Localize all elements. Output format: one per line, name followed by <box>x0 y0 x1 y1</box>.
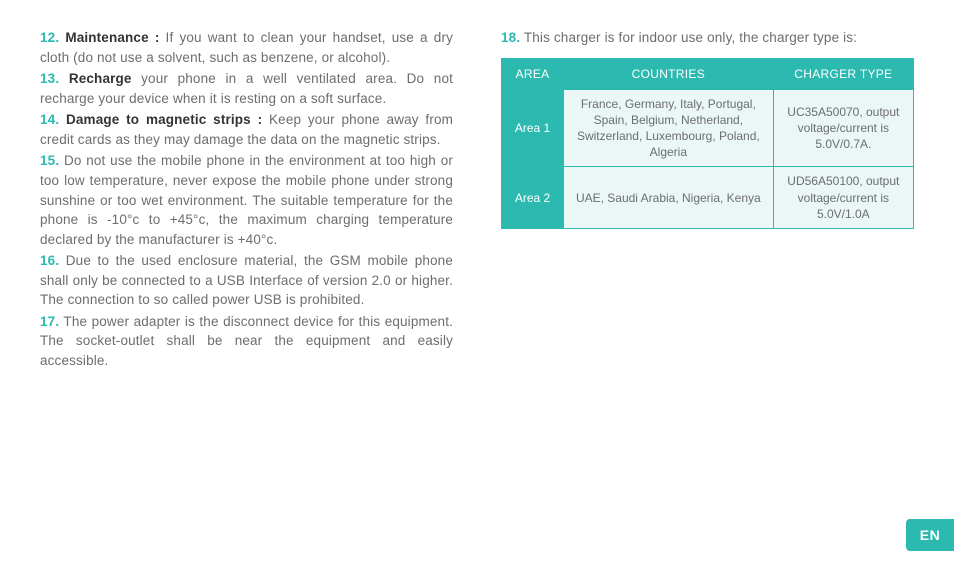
cell-area: Area 2 <box>502 167 564 229</box>
item-lead: Damage to magnetic strips : <box>66 112 262 127</box>
item-text: Due to the used enclosure material, the … <box>40 253 453 307</box>
charger-table: AREA COUNTRIES CHARGER TYPE Area 1 Franc… <box>501 58 914 229</box>
item-14: 14. Damage to magnetic strips : Keep you… <box>40 110 453 149</box>
header-countries: COUNTRIES <box>564 58 774 89</box>
cell-countries: France, Germany, Italy, Portugal, Spain,… <box>564 89 774 167</box>
right-column: 18. This charger is for indoor use only,… <box>501 28 914 373</box>
cell-area: Area 1 <box>502 89 564 167</box>
header-area: AREA <box>502 58 564 89</box>
item-num: 14. <box>40 112 59 127</box>
item-text: This charger is for indoor use only, the… <box>520 30 857 45</box>
item-lead: Maintenance : <box>65 30 159 45</box>
item-num: 17. <box>40 314 59 329</box>
table-row: Area 2 UAE, Saudi Arabia, Nigeria, Kenya… <box>502 167 914 229</box>
header-charger-type: CHARGER TYPE <box>773 58 913 89</box>
page-columns: 12. Maintenance : If you want to clean y… <box>40 28 914 373</box>
item-num: 12. <box>40 30 59 45</box>
item-num: 18. <box>501 30 520 45</box>
item-13: 13. Recharge your phone in a well ventil… <box>40 69 453 108</box>
table-row: Area 1 France, Germany, Italy, Portugal,… <box>502 89 914 167</box>
item-text: Do not use the mobile phone in the envir… <box>40 153 453 246</box>
language-tab[interactable]: EN <box>906 519 954 551</box>
table-header-row: AREA COUNTRIES CHARGER TYPE <box>502 58 914 89</box>
left-column: 12. Maintenance : If you want to clean y… <box>40 28 453 373</box>
cell-charger: UC35A50070, output voltage/current is 5.… <box>773 89 913 167</box>
cell-countries: UAE, Saudi Arabia, Nigeria, Kenya <box>564 167 774 229</box>
item-text: The power adapter is the disconnect devi… <box>40 314 453 368</box>
item-num: 15. <box>40 153 59 168</box>
language-label: EN <box>920 527 940 543</box>
item-15: 15. Do not use the mobile phone in the e… <box>40 151 453 249</box>
item-num: 13. <box>40 71 59 86</box>
item-18: 18. This charger is for indoor use only,… <box>501 28 914 48</box>
cell-charger: UD56A50100, output voltage/current is 5.… <box>773 167 913 229</box>
item-lead: Recharge <box>69 71 132 86</box>
item-17: 17. The power adapter is the disconnect … <box>40 312 453 371</box>
item-16: 16. Due to the used enclosure material, … <box>40 251 453 310</box>
item-num: 16. <box>40 253 59 268</box>
item-12: 12. Maintenance : If you want to clean y… <box>40 28 453 67</box>
